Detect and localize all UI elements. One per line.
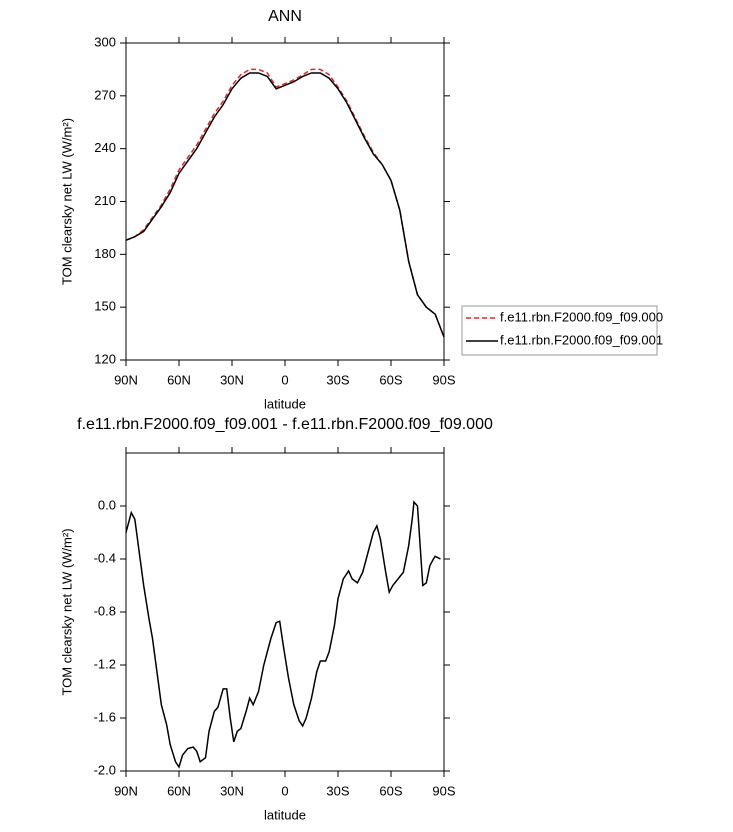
y-tick-label: -1.6 (94, 709, 116, 724)
y-tick-label: 150 (94, 299, 116, 314)
data-line (125, 500, 441, 769)
x-tick-label: 30S (326, 372, 349, 387)
y-tick-label: -2.0 (94, 762, 116, 777)
x-axis-label: latitude (264, 396, 306, 411)
y-tick-label: 180 (94, 246, 116, 261)
chart-title: f.e11.rbn.F2000.f09_f09.001 - f.e11.rbn.… (77, 416, 493, 433)
y-tick-label: 0.0 (98, 497, 116, 512)
x-tick-label: 30N (220, 372, 244, 387)
y-axis-label: TOM clearsky net LW (W/m²) (59, 118, 74, 285)
y-tick-label: 210 (94, 193, 116, 208)
y-axis-label: TOM clearsky net LW (W/m²) (59, 528, 74, 695)
y-tick-label: -0.4 (94, 550, 116, 565)
x-tick-label: 60N (167, 372, 191, 387)
y-tick-label: 300 (94, 34, 116, 49)
x-tick-label: 90S (432, 372, 455, 387)
plot-frame (125, 42, 445, 361)
x-tick-label: 60N (167, 783, 191, 798)
data-line (125, 68, 445, 338)
x-tick-label: 60S (379, 783, 402, 798)
x-tick-label: 30S (326, 783, 349, 798)
y-tick-label: -1.2 (94, 656, 116, 671)
chart-title: ANN (268, 8, 302, 25)
x-tick-label: 60S (379, 372, 402, 387)
legend-label: f.e11.rbn.F2000.f09_f09.000 (500, 309, 663, 324)
x-axis-label: latitude (264, 807, 306, 822)
data-line (125, 72, 445, 338)
x-tick-label: 90N (114, 783, 138, 798)
legend-label: f.e11.rbn.F2000.f09_f09.001 (500, 332, 663, 347)
y-tick-label: 120 (94, 351, 116, 366)
x-tick-label: 30N (220, 783, 244, 798)
y-tick-label: -0.8 (94, 603, 116, 618)
x-tick-label: 0 (281, 783, 288, 798)
x-tick-label: 90N (114, 372, 138, 387)
y-tick-label: 270 (94, 87, 116, 102)
x-tick-label: 90S (432, 783, 455, 798)
plot-frame (125, 452, 445, 772)
y-tick-label: 240 (94, 140, 116, 155)
x-tick-label: 0 (281, 372, 288, 387)
legend-box (461, 305, 658, 356)
